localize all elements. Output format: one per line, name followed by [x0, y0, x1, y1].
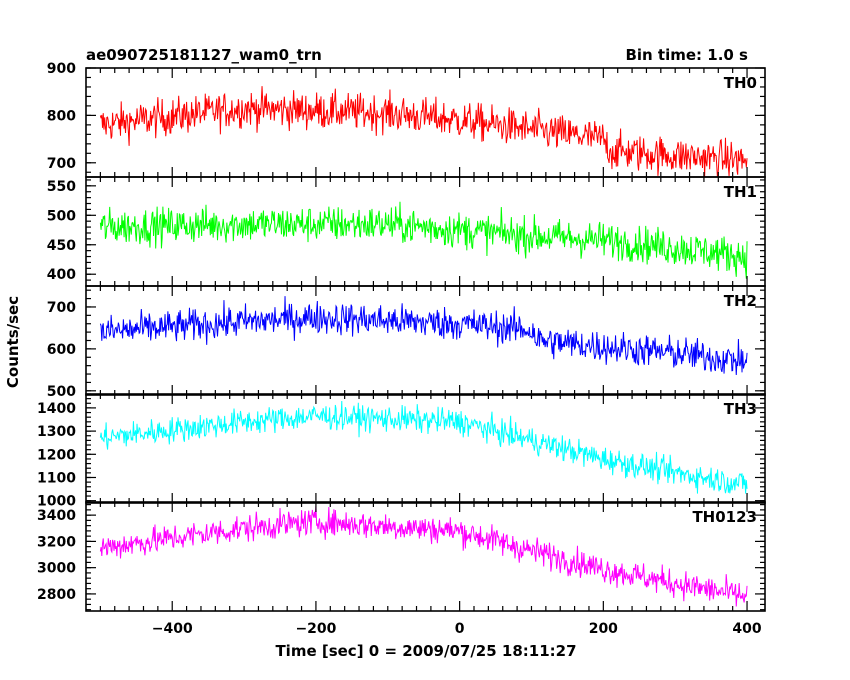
y-tick-label: 600	[47, 342, 76, 358]
x-axis-label: Time [sec] 0 = 2009/07/25 18:11:27	[275, 642, 576, 660]
panel-label-th0123: TH0123	[692, 508, 757, 526]
y-tick-label: 500	[47, 208, 76, 224]
series-th3-line	[99, 401, 748, 494]
y-tick-label: 3200	[37, 534, 76, 550]
y-tick-label: 550	[47, 179, 76, 195]
series-th2-line	[99, 296, 748, 375]
bin-time-label: Bin time: 1.0 s	[625, 46, 748, 64]
panel-frame-th2	[85, 285, 766, 396]
x-tick-label: 0	[455, 621, 465, 637]
y-tick-label: 800	[47, 108, 76, 124]
panel-label-th2: TH2	[724, 292, 757, 310]
y-tick-label: 1000	[37, 494, 76, 510]
y-axis-label: Counts/sec	[4, 296, 22, 388]
y-tick-label: 700	[47, 300, 76, 316]
x-tick-label: −400	[152, 621, 193, 637]
panel-label-th0: TH0	[724, 74, 757, 92]
chart-title: ae090725181127_wam0_trn	[86, 46, 322, 64]
panel-label-th3: TH3	[724, 400, 757, 418]
y-tick-label: 900	[47, 61, 76, 77]
series-th0-line	[99, 86, 748, 177]
x-tick-label: 200	[589, 621, 618, 637]
y-tick-label: 3000	[37, 561, 76, 577]
y-tick-label: 700	[47, 156, 76, 172]
y-tick-label: 500	[47, 384, 76, 400]
panels-group: 700 800 900 TH0 400 450 500 550 TH1 500 600 700 TH2 1…	[37, 61, 766, 637]
y-tick-label: 1100	[37, 470, 76, 486]
y-tick-label: 1400	[37, 401, 76, 417]
y-tick-label: 400	[47, 267, 76, 283]
panel-label-th1: TH1	[724, 183, 757, 201]
y-tick-label: 1200	[37, 447, 76, 463]
x-tick-label: −200	[295, 621, 336, 637]
series-th0123-line	[99, 505, 748, 607]
panel-frame-th0123	[85, 501, 766, 612]
y-tick-label: 3400	[37, 508, 76, 524]
series-th1-line	[99, 201, 748, 279]
panel-frame-th3	[85, 393, 766, 504]
y-tick-label: 450	[47, 238, 76, 254]
y-tick-label: 1300	[37, 424, 76, 440]
y-tick-label: 2800	[37, 587, 76, 603]
x-tick-label: 400	[732, 621, 761, 637]
